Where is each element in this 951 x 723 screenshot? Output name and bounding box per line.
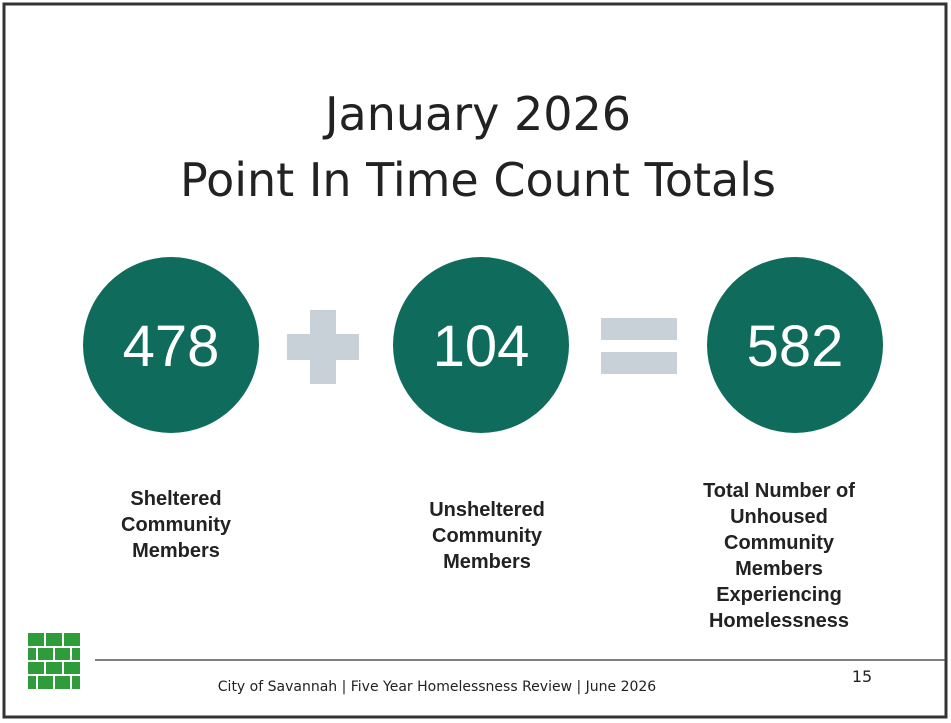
footer-text: City of Savannah | Five Year Homelessnes… [218, 679, 657, 695]
logo [28, 633, 80, 689]
stat-number: 478 [123, 314, 220, 379]
stat-label: Community [432, 525, 543, 547]
stat-label: Unsheltered [429, 499, 545, 521]
stat-label: Homelessness [709, 610, 849, 632]
stat-label: Total Number of [703, 480, 855, 502]
stat-label: Members [132, 540, 220, 562]
stat-number: 582 [747, 314, 844, 379]
stat-label: Community [121, 514, 232, 536]
stat-circle [393, 257, 569, 433]
title-line: January 2026 [322, 87, 631, 141]
stat-circle [83, 257, 259, 433]
title-line: Point In Time Count Totals [180, 153, 776, 207]
equals-sign [601, 318, 677, 374]
stat-label: Members [443, 551, 531, 573]
stat-circle [707, 257, 883, 433]
stat-label: Community [724, 532, 835, 554]
plus-sign [287, 310, 359, 384]
page-number: 15 [852, 667, 872, 686]
stat-label: Experiencing [716, 584, 842, 606]
stat-label: Members [735, 558, 823, 580]
stat-label: Sheltered [130, 488, 221, 510]
stat-label: Unhoused [730, 506, 828, 528]
stat-number: 104 [433, 314, 530, 379]
